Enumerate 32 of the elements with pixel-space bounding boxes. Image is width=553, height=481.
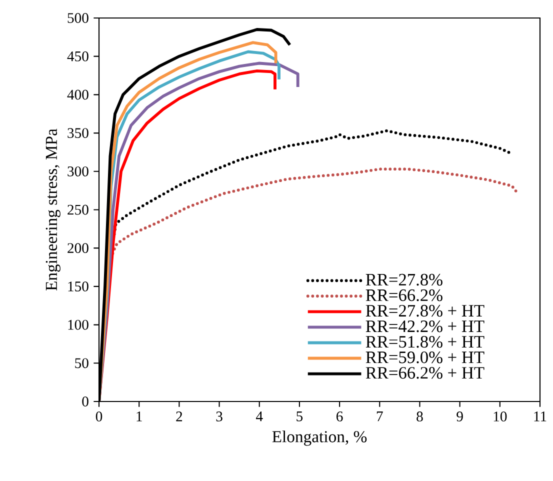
x-tick-label: 10 — [494, 412, 507, 422]
x-tick-label: 7 — [376, 412, 383, 422]
y-tick-label: 200 — [68, 243, 88, 254]
x-tick-label: 1 — [136, 412, 142, 422]
y-tick-label: 250 — [68, 204, 88, 215]
x-tick-label: 4 — [256, 412, 263, 422]
legend-label: RR=42.2% + HT — [366, 320, 484, 332]
legend-label: RR=66.2% — [366, 289, 442, 302]
x-tick-label: 5 — [296, 412, 303, 422]
y-tick-label: 300 — [68, 166, 88, 176]
x-tick-label: 9 — [456, 412, 463, 422]
y-tick-label: 500 — [68, 13, 88, 23]
y-tick-label: 350 — [68, 128, 88, 138]
legend-label: RR=27.8% + HT — [366, 304, 484, 317]
x-tick-label: 11 — [534, 412, 546, 422]
x-tick-label: 8 — [416, 412, 423, 422]
x-tick-label: 6 — [336, 412, 343, 422]
y-tick-label: 450 — [67, 51, 88, 62]
x-axis-title: Elongation, % — [272, 430, 367, 446]
y-tick-label: 400 — [67, 90, 88, 100]
y-tick-label: 150 — [68, 282, 88, 292]
x-tick-label: 0 — [96, 412, 102, 422]
y-tick-label: 100 — [68, 320, 88, 330]
legend-label: RR=66.2% + HT — [366, 367, 484, 379]
legend-label: RR=51.8% + HT — [366, 336, 484, 348]
y-tick-label: 50 — [75, 358, 88, 368]
legend-label: RR=27.8% — [366, 274, 442, 286]
y-tick-label: 0 — [82, 396, 88, 406]
y-axis-title: Engineering stress, MPa — [46, 128, 60, 290]
legend-label: RR=59.0% + HT — [366, 352, 484, 364]
x-tick-label: 2 — [176, 412, 182, 422]
x-tick-label: 3 — [216, 412, 222, 422]
